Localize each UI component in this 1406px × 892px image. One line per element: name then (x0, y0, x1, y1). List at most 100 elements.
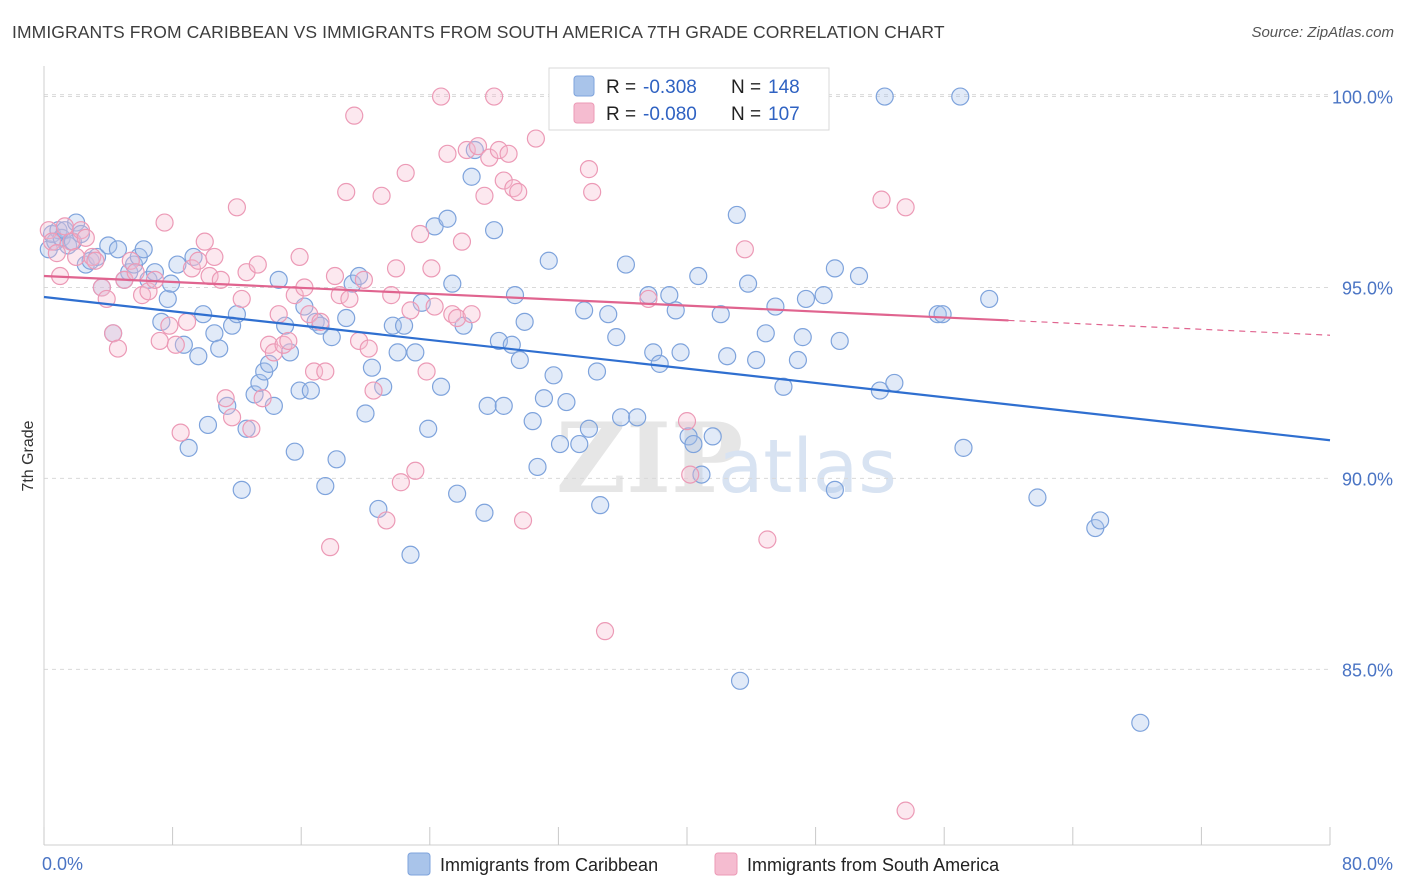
x-tick-label-min: 0.0% (42, 854, 83, 874)
watermark: ZIP atlas (556, 402, 897, 515)
caribbean-point (671, 343, 690, 362)
legend-swatch-south-america (573, 102, 595, 124)
south-america-point (242, 419, 261, 438)
caribbean-point (747, 350, 766, 370)
south-america-point (182, 259, 201, 278)
south-america-point (359, 339, 378, 358)
south-america-point (195, 232, 214, 251)
caribbean-point (830, 331, 849, 351)
south-america-point (67, 247, 86, 267)
caribbean-point (788, 350, 808, 370)
south-america-point (47, 244, 66, 263)
south-america-point (681, 465, 700, 484)
south-america-point (494, 171, 513, 190)
caribbean-point (443, 274, 462, 293)
legend-box (548, 67, 830, 131)
source-credit: Source: ZipAtlas.com (1251, 24, 1394, 41)
caribbean-point (616, 255, 636, 274)
legend-n-label-2: N = (731, 104, 761, 125)
caribbean-point (356, 404, 375, 423)
south-america-point (337, 182, 356, 202)
caribbean-point (218, 396, 237, 415)
south-america-point (104, 324, 123, 343)
south-america-point (354, 270, 373, 289)
south-america-point (735, 240, 754, 259)
south-america-point (896, 801, 915, 820)
south-america-point (222, 408, 242, 427)
south-america-point (177, 312, 197, 331)
caribbean-point (158, 289, 177, 309)
south-america-point (872, 190, 891, 209)
south-america-point (382, 286, 401, 305)
y-tick-label: 100.0% (1332, 88, 1393, 108)
south-america-point (391, 473, 410, 492)
south-america-point (232, 289, 251, 309)
watermark-zip: ZIP (556, 402, 743, 515)
caribbean-point (210, 339, 229, 358)
caribbean-point (544, 366, 563, 385)
caribbean-point (570, 434, 589, 454)
bottom-legend-label-caribbean: Immigrants from Caribbean (440, 855, 658, 875)
south-america-point (372, 186, 391, 205)
south-america-point (325, 266, 345, 286)
caribbean-point (718, 347, 737, 366)
trend-lines (43, 274, 1331, 442)
caribbean-point (198, 415, 218, 435)
caribbean-point (550, 434, 570, 454)
caribbean-point (232, 480, 251, 499)
south-america-point (150, 331, 169, 351)
caribbean-point (362, 358, 382, 377)
legend-r-label-1: R = (606, 77, 636, 98)
watermark-atlas: atlas (718, 424, 897, 510)
caribbean-point (431, 377, 451, 396)
caribbean-point (259, 354, 279, 373)
x-tick-marks (43, 827, 1331, 845)
caribbean-point (515, 312, 534, 331)
south-america-point (438, 144, 457, 163)
caribbean-point (980, 289, 999, 309)
south-america-point (139, 282, 158, 301)
caribbean-point (579, 419, 599, 438)
south-america-point (76, 228, 95, 247)
caribbean-point (711, 305, 730, 324)
south-america-point (896, 198, 915, 217)
caribbean-point (825, 480, 844, 499)
south-america-point (311, 312, 330, 331)
caribbean-point (179, 438, 198, 457)
caribbean-point (738, 274, 758, 293)
south-america-point (279, 331, 298, 351)
south-america-point (216, 389, 235, 408)
south-america-point (269, 305, 288, 324)
caribbean-point (301, 381, 320, 400)
caribbean-point (406, 343, 425, 362)
caribbean-point (793, 328, 812, 347)
caribbean-point (1131, 713, 1150, 732)
south-america-point (227, 198, 246, 217)
bottom-legend-swatch-south-america (714, 852, 738, 876)
south-america-point (126, 263, 145, 282)
y-tick-label: 90.0% (1342, 469, 1393, 489)
south-america-point (42, 232, 62, 251)
south-america-point (396, 163, 415, 183)
south-america-point (108, 339, 128, 358)
caribbean-point (250, 373, 269, 393)
south-america-trend-extension (1008, 319, 1331, 336)
south-america-point (386, 259, 406, 278)
south-america-point (290, 247, 309, 267)
caribbean-point (475, 503, 494, 522)
south-america-point (677, 412, 697, 431)
caribbean-point (462, 167, 481, 186)
caribbean-point (951, 87, 970, 106)
caribbean-point (448, 484, 467, 503)
caribbean-point (505, 286, 525, 305)
south-america-point (316, 362, 335, 381)
south-america-point (211, 270, 230, 289)
caribbean-point (134, 240, 153, 259)
south-america-point (86, 251, 105, 270)
south-america-point (475, 186, 494, 205)
series-caribbean-points (39, 87, 1150, 732)
south-america-point (431, 87, 451, 106)
correlation-legend: R = -0.308 N = 148 R = -0.080 N = 107 (548, 67, 830, 131)
caribbean-point (280, 343, 300, 362)
